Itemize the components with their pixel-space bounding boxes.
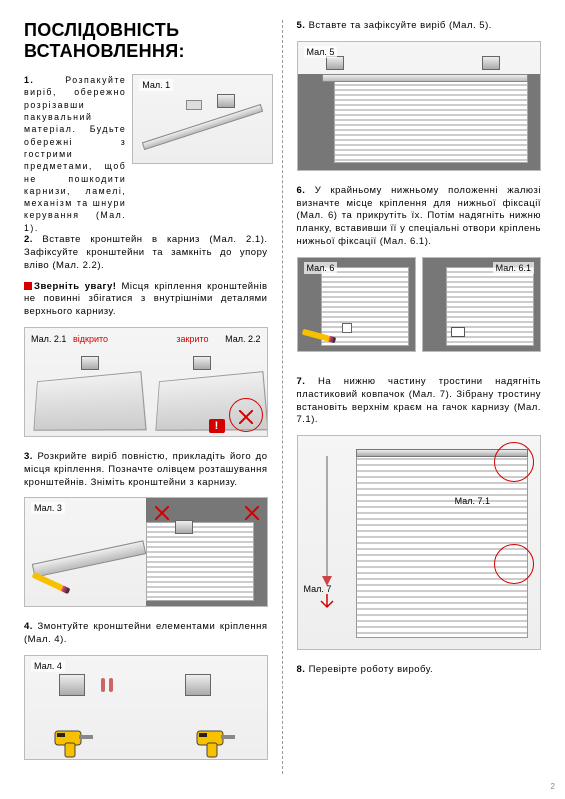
fig7-label: Мал. 7: [304, 584, 332, 594]
step2-warning-bold: Зверніть увагу!: [34, 281, 116, 292]
page-number: 2: [551, 782, 555, 791]
right-column: 5. Вставте та зафіксуйте виріб (Мал. 5).…: [283, 20, 550, 774]
cross-icon: [155, 506, 169, 520]
step8-body: Перевірте роботу виробу.: [309, 664, 434, 675]
page-title: ПОСЛІДОВНІСТЬ ВСТАНОВЛЕННЯ:: [24, 20, 268, 62]
figure-3: Мал. 3: [24, 497, 268, 607]
figure-5: Мал. 5: [297, 41, 542, 171]
step3-body: Розкрийте виріб повністю, прикладіть йог…: [24, 451, 268, 488]
fig4-label: Мал. 4: [31, 660, 65, 672]
step5-text: 5. Вставте та зафіксуйте виріб (Мал. 5).: [297, 20, 542, 33]
fig5-label: Мал. 5: [304, 46, 338, 58]
step4-body: Змонтуйте кронштейни елементами кріпленн…: [24, 621, 268, 645]
drill-icon: [47, 711, 97, 760]
arrow-down-icon: [318, 594, 336, 612]
step2-text: 2. Вставте кронштейн в карниз (Мал. 2.1)…: [24, 234, 268, 272]
cross-icon: [245, 506, 259, 520]
figure-1: Мал. 1: [132, 74, 273, 164]
fig21-label: Мал. 2.1: [31, 334, 66, 344]
page-columns: ПОСЛІДОВНІСТЬ ВСТАНОВЛЕННЯ: 1. Розпакуйт…: [16, 20, 549, 774]
fig1-label: Мал. 1: [139, 79, 173, 91]
left-column: ПОСЛІДОВНІСТЬ ВСТАНОВЛЕННЯ: 1. Розпакуйт…: [16, 20, 283, 774]
fig3-label: Мал. 3: [31, 502, 65, 514]
fig6-label: Мал. 6: [304, 262, 338, 274]
step7-body: На нижню частину тростини надягніть плас…: [297, 376, 542, 425]
figure-4: Мал. 4: [24, 655, 268, 760]
figure-7: Мал. 7 Мал. 7.1: [297, 435, 542, 650]
step7-text: 7. На нижню частину тростини надягніть п…: [297, 376, 542, 427]
step2-warning: Зверніть увагу! Місця кріплення кронштей…: [24, 281, 268, 319]
alert-icon: !: [209, 419, 225, 433]
step6-body: У крайньому нижньому положенні жалюзі ви…: [297, 185, 542, 247]
warning-icon: [24, 282, 32, 290]
step6-text: 6. У крайньому нижньому положенні жалюзі…: [297, 185, 542, 249]
figure-6: Мал. 6: [297, 257, 416, 352]
cross-icon: [239, 410, 253, 424]
step1-body: Розпакуйте виріб, обережно розрізавши па…: [24, 75, 126, 233]
step4-text: 4. Змонтуйте кронштейни елементами кріпл…: [24, 621, 268, 647]
step8-text: 8. Перевірте роботу виробу.: [297, 664, 542, 677]
step5-body: Вставте та зафіксуйте виріб (Мал. 5).: [309, 20, 492, 31]
fig22-closed: закрито: [176, 334, 208, 344]
fig61-label: Мал. 6.1: [493, 262, 534, 274]
drill-icon: [189, 711, 239, 760]
step3-text: 3. Розкрийте виріб повністю, прикладіть …: [24, 451, 268, 489]
step2-body: Вставте кронштейн в карниз (Мал. 2.1). З…: [24, 234, 268, 271]
fig71-label: Мал. 7.1: [455, 496, 490, 506]
step1: 1. Розпакуйте виріб, обережно розрізавши…: [24, 74, 268, 234]
figure-6-1: Мал. 6.1: [422, 257, 541, 352]
figure-6-group: Мал. 6 Мал. 6.1: [297, 257, 542, 366]
fig22-label: Мал. 2.2: [225, 334, 260, 344]
step1-text: 1. Розпакуйте виріб, обережно розрізавши…: [24, 74, 126, 234]
figure-2: Мал. 2.1 відкрито закрито Мал. 2.2 !: [24, 327, 268, 437]
fig21-open: відкрито: [73, 334, 108, 344]
